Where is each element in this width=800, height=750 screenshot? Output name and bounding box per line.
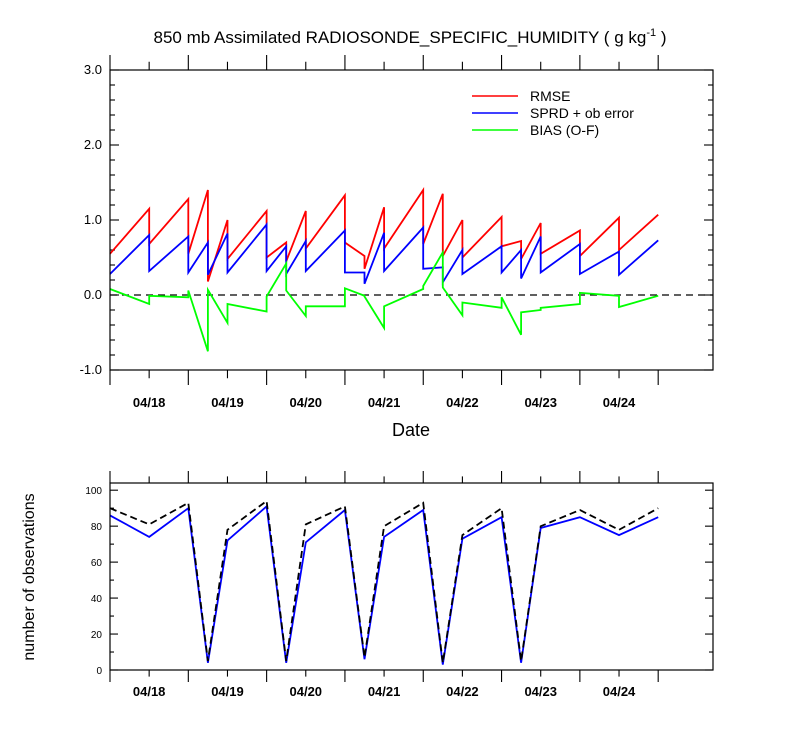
x-tick-label: 04/24 xyxy=(603,395,636,410)
series-line-bias-o-f xyxy=(109,248,659,352)
x-tick-label: 04/18 xyxy=(133,684,166,699)
legend-label-rmse: RMSE xyxy=(530,88,570,104)
y-tick-label: 1.0 xyxy=(84,212,102,227)
x-tick-label: 04/21 xyxy=(368,395,401,410)
x-tick-label: 04/19 xyxy=(211,684,244,699)
x-tick-label: 04/22 xyxy=(446,684,479,699)
top-plot-frame xyxy=(109,69,714,371)
y-tick-label: 40 xyxy=(91,594,103,605)
x-tick-label: 04/24 xyxy=(603,684,636,699)
rmse-spread-bias-panel: 850 mb Assimilated RADIOSONDE_SPECIFIC_H… xyxy=(80,27,714,440)
y-tick-label: -1.0 xyxy=(80,362,102,377)
bottom-plot-frame xyxy=(109,482,714,671)
bottom-axes-marks: 0 20 40 60 80 100 04/18 04/19 04/20 04/21 04/22 04/… xyxy=(85,471,713,699)
y-tick-label: 0.0 xyxy=(84,287,102,302)
y-tick-label: 100 xyxy=(85,486,102,497)
series-line-rmse xyxy=(109,187,659,282)
chart-title: 850 mb Assimilated RADIOSONDE_SPECIFIC_H… xyxy=(154,27,667,47)
x-tick-label: 04/20 xyxy=(290,395,323,410)
y-tick-label: 80 xyxy=(91,522,103,533)
series-line-total-observations xyxy=(109,499,659,663)
y-tick-label: 20 xyxy=(91,630,103,641)
x-tick-label: 04/19 xyxy=(211,395,244,410)
y-tick-label: 2.0 xyxy=(84,137,102,152)
y-axis-label-observations: number of observations xyxy=(21,493,38,660)
x-tick-label: 04/21 xyxy=(368,684,401,699)
y-tick-label: 3.0 xyxy=(84,62,102,77)
chart-title-suffix: ) xyxy=(656,28,666,47)
x-tick-label: 04/20 xyxy=(290,684,323,699)
x-tick-label: 04/18 xyxy=(133,395,166,410)
y-tick-label: 60 xyxy=(91,558,103,569)
x-axis-label: Date xyxy=(392,420,430,440)
top-axes-marks: -1.0 0.0 1.0 2.0 3.0 04/18 04/19 04/20 04/21 04/2… xyxy=(80,55,713,410)
chart-title-superscript: -1 xyxy=(646,27,656,39)
series-line-sprd-ob-error xyxy=(109,221,659,286)
legend-label-sprd: SPRD + ob error xyxy=(530,105,634,121)
observation-count-panel: 0 20 40 60 80 100 04/18 04/19 04/20 04/21 04/22 04/… xyxy=(21,471,714,699)
legend-label-bias: BIAS (O-F) xyxy=(530,122,599,138)
x-tick-label: 04/22 xyxy=(446,395,479,410)
x-tick-label: 04/23 xyxy=(524,395,557,410)
x-tick-label: 04/23 xyxy=(524,684,557,699)
chart-title-main: 850 mb Assimilated RADIOSONDE_SPECIFIC_H… xyxy=(154,28,647,47)
y-tick-label: 0 xyxy=(96,666,102,677)
legend: RMSE SPRD + ob error BIAS (O-F) xyxy=(472,88,634,138)
